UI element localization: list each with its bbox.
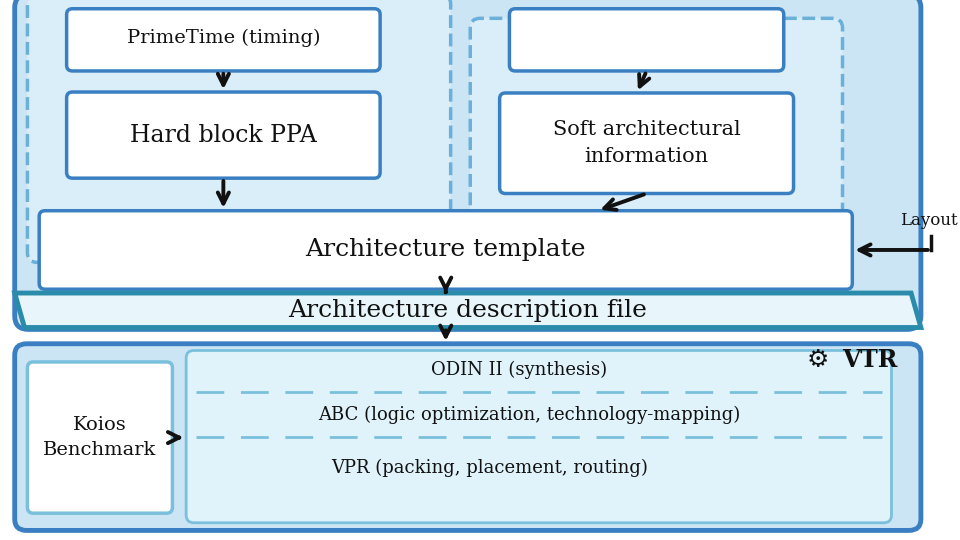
Text: Koios
Benchmark: Koios Benchmark <box>43 416 156 459</box>
FancyBboxPatch shape <box>14 0 921 329</box>
Text: VTR: VTR <box>843 348 898 372</box>
FancyBboxPatch shape <box>28 0 450 262</box>
Text: ⚙: ⚙ <box>806 348 829 372</box>
Text: Soft architectural
information: Soft architectural information <box>553 120 740 166</box>
FancyBboxPatch shape <box>28 362 173 513</box>
Text: Architecture template: Architecture template <box>305 239 586 261</box>
FancyBboxPatch shape <box>499 93 794 193</box>
Text: ODIN II (synthesis): ODIN II (synthesis) <box>431 361 608 379</box>
Text: Hard block PPA: Hard block PPA <box>130 124 317 146</box>
Text: Layout: Layout <box>900 212 957 229</box>
FancyBboxPatch shape <box>66 9 380 71</box>
Text: VPR (packing, placement, routing): VPR (packing, placement, routing) <box>331 459 648 477</box>
Text: Architecture description file: Architecture description file <box>288 299 647 322</box>
FancyBboxPatch shape <box>470 18 843 243</box>
FancyBboxPatch shape <box>66 92 380 178</box>
FancyBboxPatch shape <box>39 211 852 289</box>
FancyBboxPatch shape <box>186 350 892 523</box>
FancyBboxPatch shape <box>510 9 783 71</box>
Text: PrimeTime (timing): PrimeTime (timing) <box>127 29 320 47</box>
Text: ABC (logic optimization, technology-mapping): ABC (logic optimization, technology-mapp… <box>318 406 740 424</box>
FancyBboxPatch shape <box>14 344 921 530</box>
Polygon shape <box>14 293 921 327</box>
